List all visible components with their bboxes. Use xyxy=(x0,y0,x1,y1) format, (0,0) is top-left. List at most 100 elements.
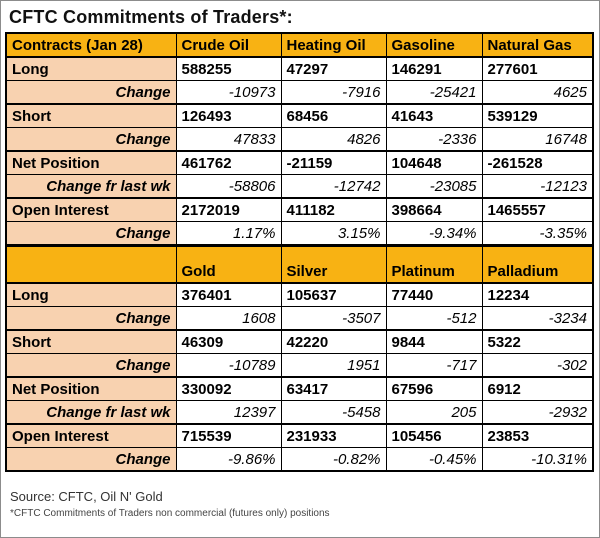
table-cell: 68456 xyxy=(280,103,387,128)
table-cell: 41643 xyxy=(385,103,483,128)
table-row: Change -10973 -7916 -25421 4625 xyxy=(5,80,594,105)
table-cell: 330092 xyxy=(175,376,282,401)
column-header: Gold xyxy=(175,244,282,284)
column-header: Heating Oil xyxy=(280,32,387,58)
row-label: Net Position xyxy=(5,376,177,401)
table-cell: 588255 xyxy=(175,56,282,81)
table-cell: -23085 xyxy=(385,174,483,199)
table-cell: -9.86% xyxy=(175,447,282,472)
column-header: Platinum xyxy=(385,244,483,284)
row-label: Change fr last wk xyxy=(5,400,177,425)
table-cell: 1.17% xyxy=(175,221,282,246)
table-cell: -302 xyxy=(481,353,594,378)
row-label: Change fr last wk xyxy=(5,174,177,199)
row-label: Short xyxy=(5,329,177,354)
cot-table-body: Contracts (Jan 28) Crude Oil Heating Oil Ga… xyxy=(5,32,594,472)
table-cell: -25421 xyxy=(385,80,483,105)
table-cell: 277601 xyxy=(481,56,594,81)
table-cell: -7916 xyxy=(280,80,387,105)
table-cell: -10973 xyxy=(175,80,282,105)
row-label: Change xyxy=(5,127,177,152)
table-row: Short 46309 42220 9844 5322 xyxy=(5,329,594,354)
table-row: Change 47833 4826 -2336 16748 xyxy=(5,127,594,152)
table-row: Net Position 330092 63417 67596 6912 xyxy=(5,376,594,401)
table-cell: 539129 xyxy=(481,103,594,128)
table-cell: -12742 xyxy=(280,174,387,199)
footer: Source: CFTC, Oil N' Gold *CFTC Commitme… xyxy=(10,489,330,519)
table-cell: 47297 xyxy=(280,56,387,81)
table-row: Open Interest 2172019 411182 398664 1465557 xyxy=(5,197,594,222)
table-row: Change 1.17% 3.15% -9.34% -3.35% xyxy=(5,221,594,246)
row-label: Change xyxy=(5,353,177,378)
table-cell: 1465557 xyxy=(481,197,594,222)
table-cell: 12234 xyxy=(481,282,594,307)
row-label: Short xyxy=(5,103,177,128)
row-label: Long xyxy=(5,56,177,81)
table-row: Change fr last wk -58806 -12742 -23085 -1212… xyxy=(5,174,594,199)
table-cell: 47833 xyxy=(175,127,282,152)
table-cell: 105637 xyxy=(280,282,387,307)
table-cell: 126493 xyxy=(175,103,282,128)
table-cell: -2932 xyxy=(481,400,594,425)
table-row: Short 126493 68456 41643 539129 xyxy=(5,103,594,128)
table-row: Change -10789 1951 -717 -302 xyxy=(5,353,594,378)
table-cell: 1608 xyxy=(175,306,282,331)
table-row: Change fr last wk 12397 -5458 205 -2932 xyxy=(5,400,594,425)
table-cell: 77440 xyxy=(385,282,483,307)
table-cell: -0.45% xyxy=(385,447,483,472)
table-cell: -512 xyxy=(385,306,483,331)
table-cell: 42220 xyxy=(280,329,387,354)
table-cell: -261528 xyxy=(481,150,594,175)
table-cell: 104648 xyxy=(385,150,483,175)
table-cell: -717 xyxy=(385,353,483,378)
table-cell: 4826 xyxy=(280,127,387,152)
table-cell: -3.35% xyxy=(481,221,594,246)
page-title: CFTC Commitments of Traders*: xyxy=(9,7,293,27)
column-header: Silver xyxy=(280,244,387,284)
table-cell: 6912 xyxy=(481,376,594,401)
table-cell: -21159 xyxy=(280,150,387,175)
table-cell: 4625 xyxy=(481,80,594,105)
row-label: Change xyxy=(5,221,177,246)
table-cell: 9844 xyxy=(385,329,483,354)
table-cell: -58806 xyxy=(175,174,282,199)
row-label: Change xyxy=(5,306,177,331)
cot-table: Contracts (Jan 28) Crude Oil Heating Oil Ga… xyxy=(5,32,594,472)
table-cell: -10.31% xyxy=(481,447,594,472)
table-cell: 205 xyxy=(385,400,483,425)
row-label: Open Interest xyxy=(5,423,177,448)
column-header: Crude Oil xyxy=(175,32,282,58)
table-cell: 398664 xyxy=(385,197,483,222)
row-label: Net Position xyxy=(5,150,177,175)
table-row: Change 1608 -3507 -512 -3234 xyxy=(5,306,594,331)
table-row: Net Position 461762 -21159 104648 -261528 xyxy=(5,150,594,175)
table-cell: -3234 xyxy=(481,306,594,331)
table-cell: 3.15% xyxy=(280,221,387,246)
column-header: Palladium xyxy=(481,244,594,284)
table-cell: 715539 xyxy=(175,423,282,448)
table-row: Change -9.86% -0.82% -0.45% -10.31% xyxy=(5,447,594,472)
table-cell: 12397 xyxy=(175,400,282,425)
column-header: Natural Gas xyxy=(481,32,594,58)
table-row: Open Interest 715539 231933 105456 23853 xyxy=(5,423,594,448)
table-cell: 63417 xyxy=(280,376,387,401)
row-label: Change xyxy=(5,80,177,105)
source-text: Source: CFTC, Oil N' Gold xyxy=(10,489,163,504)
table-cell: 5322 xyxy=(481,329,594,354)
table-cell: -2336 xyxy=(385,127,483,152)
table-cell: 411182 xyxy=(280,197,387,222)
row-label: Change xyxy=(5,447,177,472)
table-row: Long 376401 105637 77440 12234 xyxy=(5,282,594,307)
footnote-text: *CFTC Commitments of Traders non commerc… xyxy=(10,508,330,519)
table-cell: 105456 xyxy=(385,423,483,448)
section-2-header-row: Gold Silver Platinum Palladium xyxy=(5,244,594,284)
column-header: Gasoline xyxy=(385,32,483,58)
table-cell: 461762 xyxy=(175,150,282,175)
table-cell: 16748 xyxy=(481,127,594,152)
table-cell: 2172019 xyxy=(175,197,282,222)
table-cell: 46309 xyxy=(175,329,282,354)
table-cell: -0.82% xyxy=(280,447,387,472)
table-cell: 1951 xyxy=(280,353,387,378)
table-cell: -3507 xyxy=(280,306,387,331)
corner-header xyxy=(5,244,177,284)
